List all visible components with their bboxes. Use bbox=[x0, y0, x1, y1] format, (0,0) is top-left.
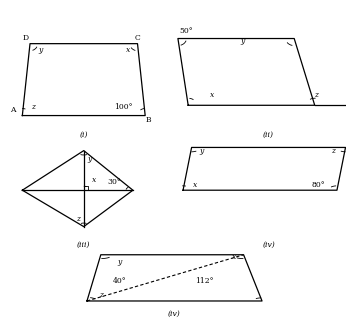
Text: y: y bbox=[39, 46, 43, 54]
Text: x: x bbox=[193, 181, 197, 189]
Text: x: x bbox=[92, 176, 97, 184]
Text: y: y bbox=[88, 155, 92, 163]
Text: A: A bbox=[10, 106, 16, 114]
Text: z: z bbox=[31, 103, 35, 110]
Text: y: y bbox=[241, 37, 245, 45]
Text: (ii): (ii) bbox=[263, 131, 274, 139]
Text: 112°: 112° bbox=[195, 277, 214, 285]
Text: y: y bbox=[200, 147, 204, 155]
Text: x: x bbox=[210, 91, 214, 99]
Text: z: z bbox=[332, 147, 335, 155]
Text: 40°: 40° bbox=[112, 277, 126, 285]
Text: x: x bbox=[126, 46, 131, 54]
Text: B: B bbox=[145, 116, 151, 124]
Text: z: z bbox=[76, 215, 80, 223]
Text: 80°: 80° bbox=[311, 181, 325, 189]
Text: (iii): (iii) bbox=[77, 241, 90, 249]
Text: 100°: 100° bbox=[114, 103, 133, 110]
Text: (i): (i) bbox=[80, 131, 88, 139]
Text: 30°: 30° bbox=[107, 178, 121, 186]
Text: z: z bbox=[314, 91, 318, 99]
Text: x: x bbox=[232, 253, 237, 261]
Text: D: D bbox=[22, 34, 29, 42]
Text: y: y bbox=[117, 258, 121, 266]
Text: 50°: 50° bbox=[180, 27, 193, 35]
Text: (iv): (iv) bbox=[262, 241, 275, 249]
Text: (iv): (iv) bbox=[168, 310, 181, 318]
Text: z: z bbox=[99, 291, 103, 299]
Text: C: C bbox=[134, 34, 140, 42]
